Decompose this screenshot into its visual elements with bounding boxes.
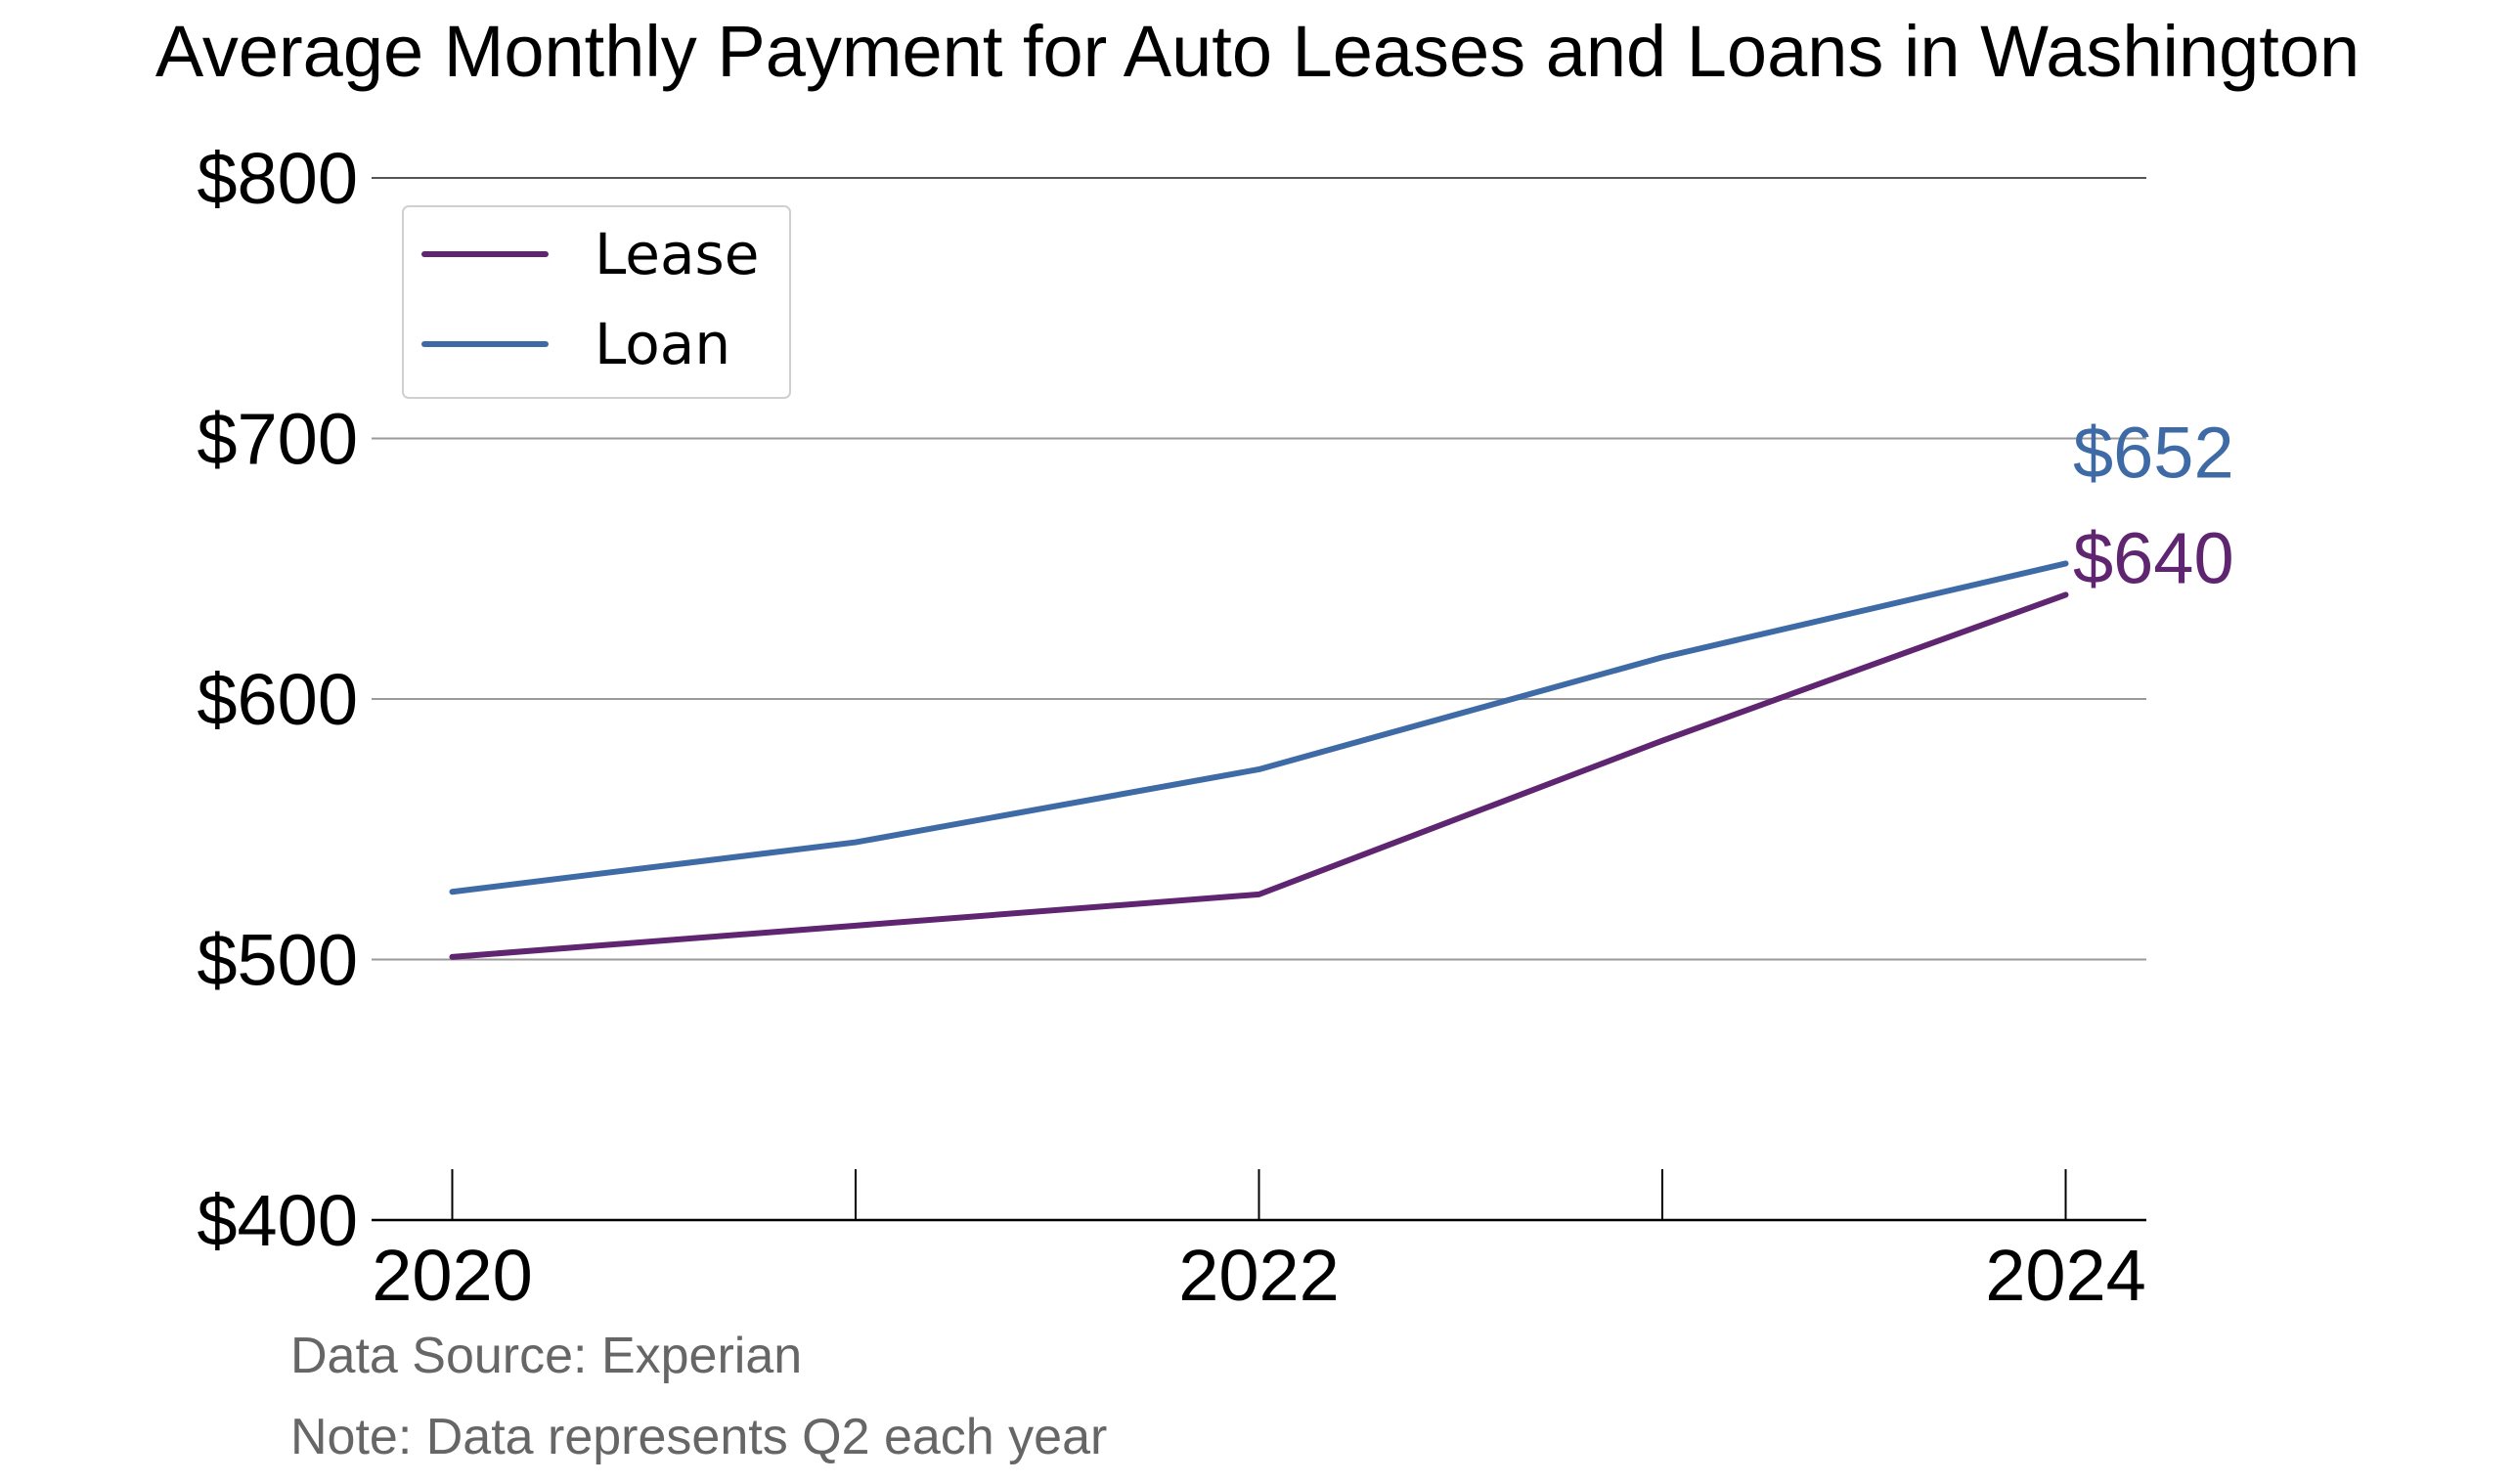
end-label-lease: $640 bbox=[2073, 517, 2234, 598]
data-source-note: Data Source: Experian bbox=[290, 1328, 802, 1384]
gridlines bbox=[372, 177, 2146, 961]
y-tick-label: $600 bbox=[197, 659, 358, 740]
y-tick-label: $800 bbox=[197, 138, 358, 219]
y-tick-label: $700 bbox=[197, 399, 358, 480]
end-label-loan: $652 bbox=[2073, 412, 2234, 493]
end-labels: $640 $652 bbox=[2073, 412, 2234, 598]
notes: Data Source: Experian Note: Data represe… bbox=[290, 1328, 1107, 1465]
quarter-note: Note: Data represents Q2 each year bbox=[290, 1409, 1107, 1465]
series-lines bbox=[449, 560, 2069, 960]
legend-label-loan: Loan bbox=[595, 311, 730, 377]
x-tick-label: 2020 bbox=[372, 1235, 533, 1316]
x-axis: 2020 2022 2024 bbox=[372, 1169, 2146, 1316]
chart-title: Average Monthly Payment for Auto Leases … bbox=[155, 11, 2360, 92]
x-tick-label: 2022 bbox=[1178, 1235, 1340, 1316]
y-tick-label: $400 bbox=[197, 1180, 358, 1261]
series-line-loan bbox=[449, 560, 2069, 895]
legend-label-lease: Lease bbox=[595, 221, 759, 287]
legend: Lease Loan bbox=[402, 205, 791, 399]
y-tick-label: $500 bbox=[197, 920, 358, 1001]
y-axis: $400 $500 $600 $700 $800 bbox=[197, 138, 358, 1261]
x-tick-label: 2024 bbox=[1985, 1235, 2146, 1316]
series-line-lease bbox=[449, 591, 2069, 960]
